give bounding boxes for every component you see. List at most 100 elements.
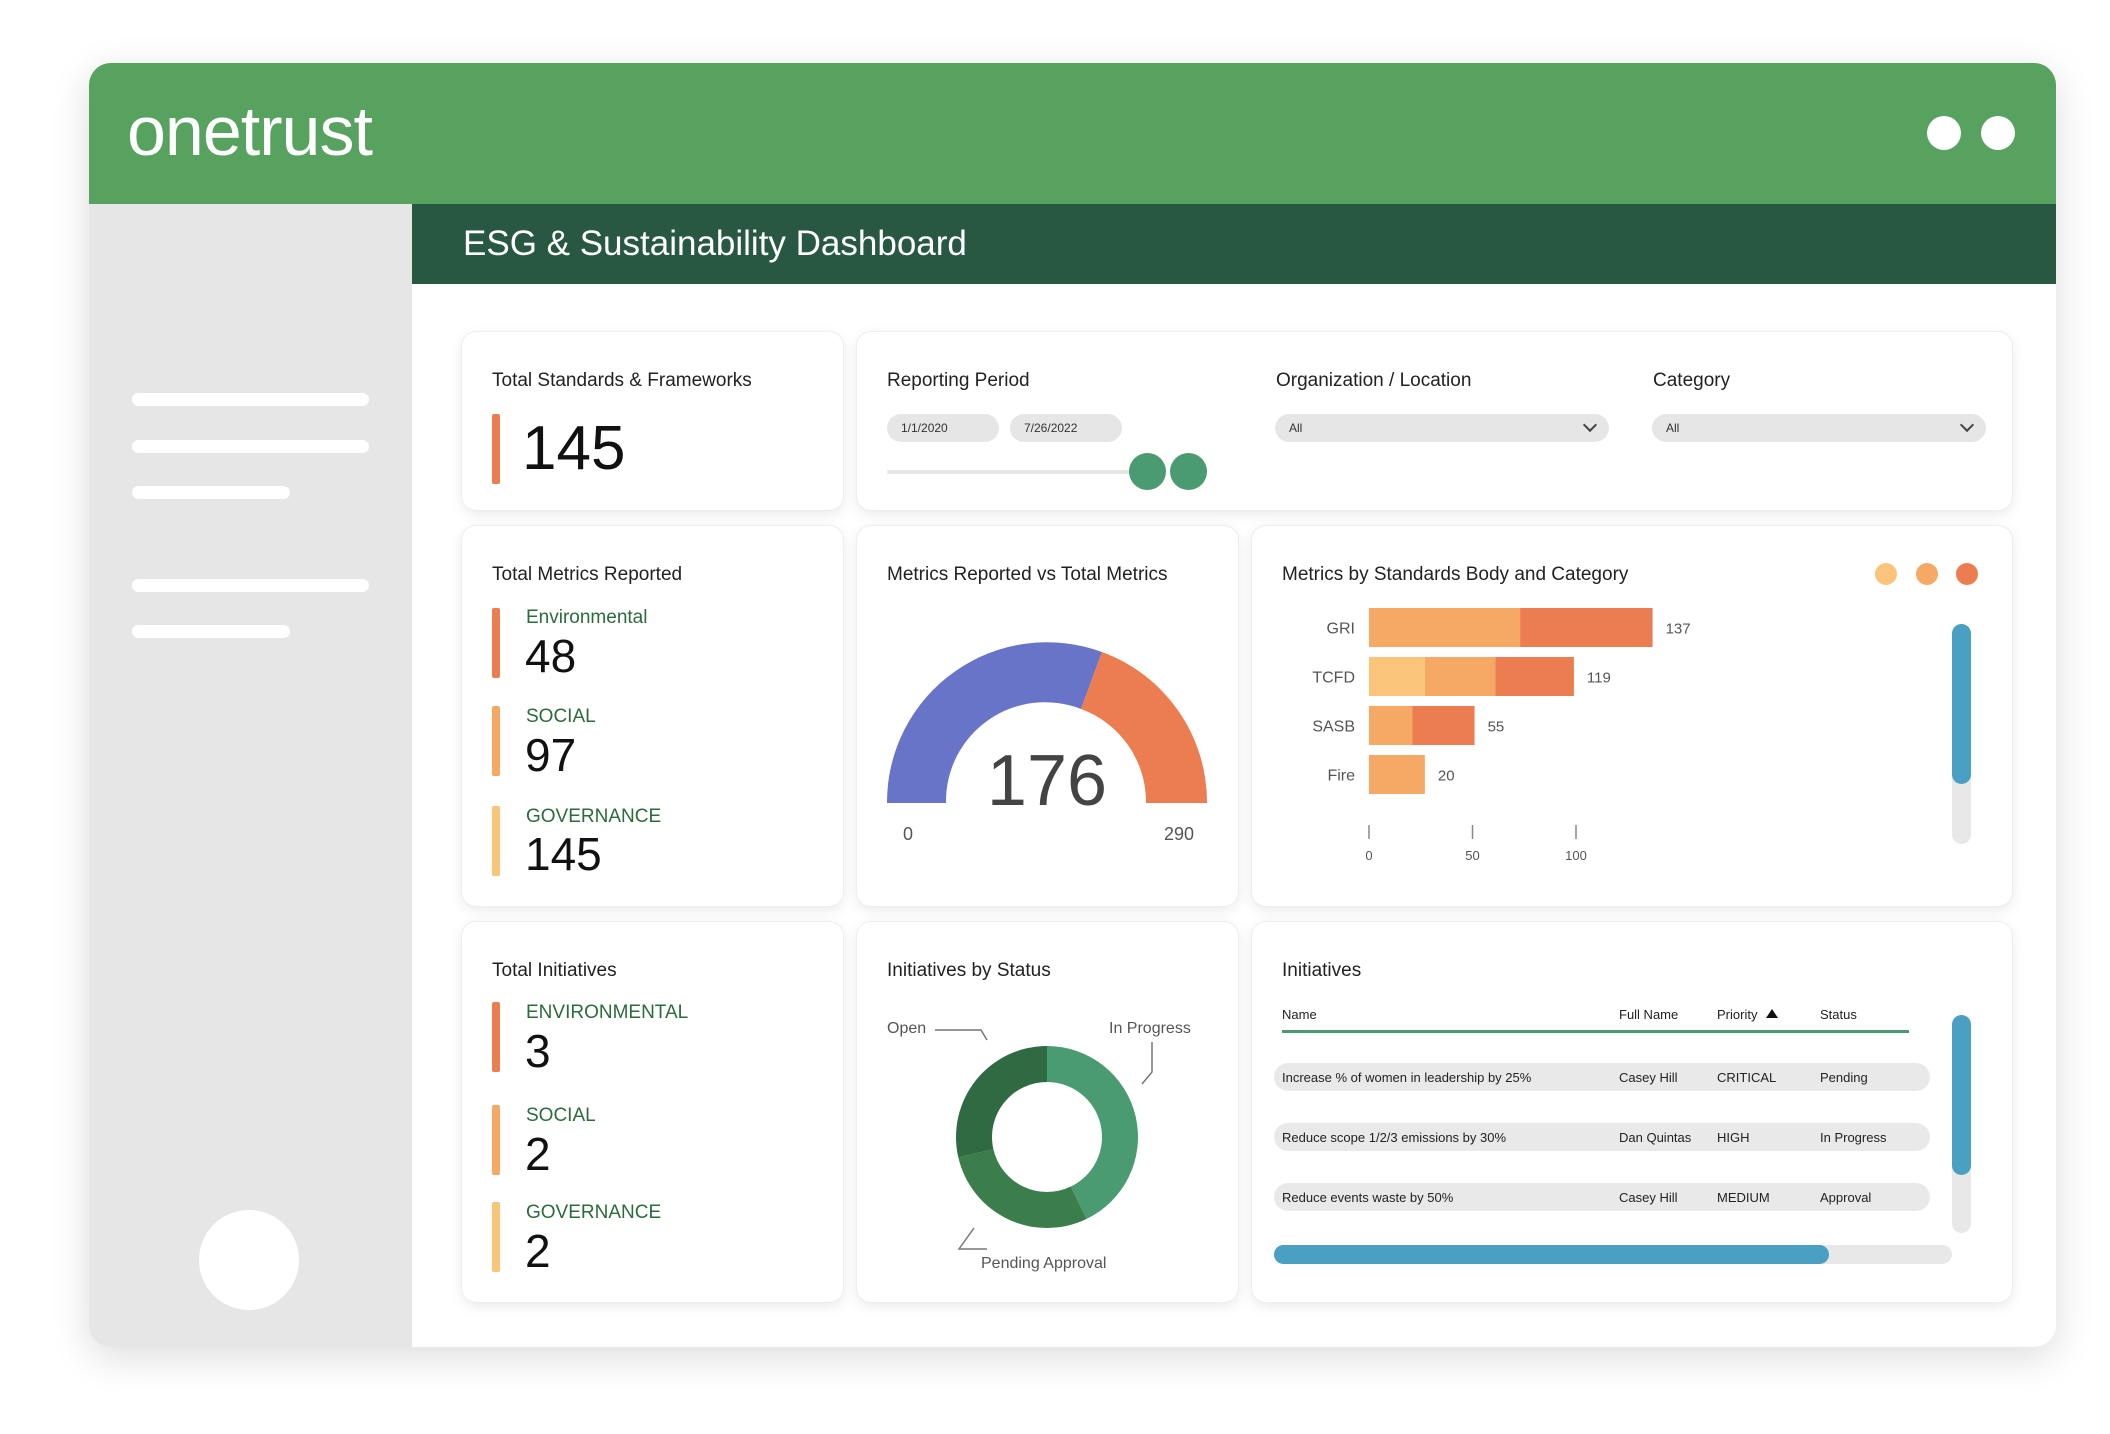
environmental-label: Environmental (526, 607, 648, 628)
card-title: Initiatives by Status (887, 960, 1051, 981)
bar-total-label: 55 (1488, 719, 1505, 736)
table-row[interactable]: Reduce events waste by 50% Casey Hill ME… (1274, 1183, 1930, 1211)
row-status: In Progress (1820, 1130, 1887, 1145)
category-dropdown[interactable]: All (1652, 414, 1986, 442)
category-label: Fire (1327, 768, 1355, 785)
row-full-name: Casey Hill (1619, 1190, 1678, 1205)
organization-dropdown[interactable]: All (1275, 414, 1609, 442)
column-header-status[interactable]: Status (1820, 1007, 1857, 1022)
x-tick-label: 100 (1565, 848, 1587, 863)
window-control-dot[interactable] (1927, 116, 1961, 150)
app-window: onetrust ESG & Sustainability Dashboard … (89, 63, 2056, 1347)
card-title: Initiatives (1282, 960, 1362, 981)
bar-segment[interactable] (1495, 657, 1574, 696)
chart-scrollbar-thumb[interactable] (1952, 624, 1971, 784)
standards-chart-card: Metrics by Standards Body and Category G… (1252, 526, 2012, 906)
social-value: 97 (525, 729, 577, 781)
start-date-field[interactable]: 1/1/2020 (887, 414, 999, 442)
bar-segment[interactable] (1412, 706, 1475, 745)
bar-segment[interactable] (1369, 706, 1413, 745)
donut-slice[interactable] (1047, 1046, 1138, 1219)
bar-segment[interactable] (1369, 657, 1425, 696)
total-standards-value: 145 (522, 414, 626, 483)
end-date-field[interactable]: 7/26/2022 (1010, 414, 1122, 442)
table-horizontal-scrollbar-thumb[interactable] (1274, 1245, 1829, 1264)
bar-total-label: 20 (1438, 768, 1455, 785)
governance-value: 2 (525, 1225, 551, 1277)
organization-selected-value: All (1289, 421, 1303, 435)
row-priority: HIGH (1717, 1130, 1750, 1145)
table-row[interactable]: Increase % of women in leadership by 25%… (1274, 1063, 1930, 1091)
column-header-name[interactable]: Name (1282, 1007, 1317, 1022)
card-title: Metrics Reported vs Total Metrics (887, 564, 1168, 585)
table-vertical-scrollbar[interactable] (1952, 1015, 1971, 1233)
sidebar-item-placeholder[interactable] (132, 486, 290, 499)
table-header-underline (1282, 1030, 1909, 1033)
row-priority: CRITICAL (1717, 1070, 1777, 1085)
x-tick-label: 0 (1365, 848, 1372, 863)
environmental-value: 3 (525, 1025, 551, 1077)
social-label: SOCIAL (526, 706, 596, 727)
column-header-full-name[interactable]: Full Name (1619, 1007, 1679, 1022)
social-label: SOCIAL (526, 1105, 596, 1126)
sidebar-item-placeholder[interactable] (132, 625, 290, 638)
date-range-slider-track[interactable] (887, 470, 1147, 474)
category-color-bar (492, 1002, 500, 1072)
table-row[interactable]: Reduce scope 1/2/3 emissions by 30% Dan … (1274, 1123, 1930, 1151)
x-tick-label: 50 (1465, 848, 1479, 863)
standards-bar-chart: GRI 137 TCFD 119 SASB 55 Fire 20 0 50 100 (1312, 608, 1691, 863)
chevron-down-icon (1582, 417, 1598, 433)
category-color-bar (492, 1202, 500, 1272)
sort-ascending-icon[interactable] (1766, 1009, 1779, 1018)
initiatives-table-card: Initiatives Name Full Name Priority Stat… (1252, 922, 2012, 1302)
row-name: Increase % of women in leadership by 25% (1282, 1070, 1532, 1085)
page-title: ESG & Sustainability Dashboard (463, 224, 967, 263)
bar-segment[interactable] (1369, 608, 1521, 647)
social-value: 2 (525, 1128, 551, 1180)
table-horizontal-scrollbar[interactable] (1274, 1245, 1952, 1264)
bar-segment[interactable] (1369, 755, 1425, 794)
card-title: Total Initiatives (492, 960, 617, 981)
donut-slice[interactable] (956, 1046, 1047, 1158)
category-color-bar (492, 1105, 500, 1175)
sidebar-item-placeholder[interactable] (132, 393, 369, 406)
sidebar-item-placeholder[interactable] (132, 579, 369, 592)
bar-segment[interactable] (1424, 657, 1496, 696)
leader-line (1141, 1042, 1153, 1085)
chart-scrollbar[interactable] (1952, 624, 1971, 844)
gauge-value: 176 (986, 741, 1108, 821)
slider-end-handle[interactable] (1170, 453, 1207, 490)
category-color-bar (492, 608, 500, 678)
governance-label: GOVERNANCE (526, 1202, 662, 1223)
row-status: Approval (1820, 1190, 1872, 1205)
leader-line (957, 1227, 987, 1250)
governance-value: 145 (525, 828, 602, 880)
table-vertical-scrollbar-thumb[interactable] (1952, 1015, 1971, 1175)
status-donut-chart (935, 1029, 1153, 1250)
leader-line (935, 1029, 988, 1041)
legend-swatch[interactable] (1956, 563, 1978, 585)
bar-total-label: 119 (1587, 670, 1611, 687)
sidebar-item-placeholder[interactable] (132, 440, 369, 453)
legend-swatch[interactable] (1875, 563, 1897, 585)
environmental-value: 48 (525, 630, 577, 682)
legend-swatch[interactable] (1916, 563, 1938, 585)
card-title: Total Standards & Frameworks (492, 370, 752, 391)
row-full-name: Dan Quintas (1619, 1130, 1692, 1145)
metrics-gauge-card: Metrics Reported vs Total Metrics 176 0 … (857, 526, 1238, 906)
slider-start-handle[interactable] (1129, 453, 1166, 490)
gauge-max-label: 290 (1164, 824, 1195, 844)
organization-label: Organization / Location (1276, 370, 1472, 391)
window-control-dot[interactable] (1981, 116, 2015, 150)
onetrust-logo[interactable]: onetrust (127, 92, 373, 170)
gauge-remaining-arc (1081, 652, 1208, 803)
donut-slice[interactable] (958, 1149, 1087, 1228)
user-avatar[interactable] (199, 1210, 299, 1310)
bar-segment[interactable] (1520, 608, 1653, 647)
card-title: Total Metrics Reported (492, 564, 683, 585)
row-full-name: Casey Hill (1619, 1070, 1678, 1085)
gauge-min-label: 0 (903, 824, 914, 844)
column-header-priority[interactable]: Priority (1717, 1007, 1779, 1022)
priority-header-label: Priority (1717, 1007, 1758, 1022)
top-bar: onetrust (89, 63, 2056, 204)
